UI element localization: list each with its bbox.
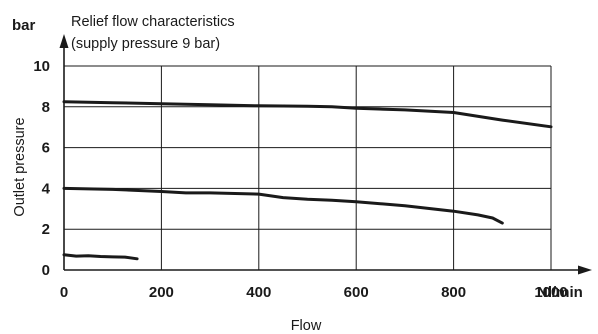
y-tick-label: 6: [42, 140, 50, 157]
y-tick-label: 2: [42, 221, 50, 238]
x-axis-arrow-icon: [578, 265, 592, 275]
y-tick-label: 8: [42, 99, 50, 116]
y-tick-label: 4: [42, 180, 51, 197]
x-tick-label: 200: [149, 284, 174, 301]
y-tick-label: 10: [33, 58, 50, 75]
x-tick-label: 1000: [534, 284, 567, 301]
series-line-2: [62, 186, 504, 225]
series-line-1: [62, 100, 553, 129]
tick-labels: 0 200 400 600 800 1000 0 2 4 6 8 10: [33, 58, 567, 301]
x-axis-title: Flow: [291, 318, 322, 334]
x-tick-label: 800: [441, 284, 466, 301]
chart-title: Relief flow characteristics: [71, 14, 235, 30]
grid: [64, 65, 552, 270]
chart-subtitle: (supply pressure 9 bar): [71, 36, 220, 52]
y-axis-arrow-icon: [59, 34, 69, 48]
x-tick-label: 600: [344, 284, 369, 301]
x-tick-label: 0: [60, 284, 68, 301]
series-line-3: [62, 253, 139, 261]
x-tick-label: 400: [246, 284, 271, 301]
y-tick-label: 0: [42, 262, 50, 279]
y-unit-label: bar: [12, 17, 36, 34]
x-unit-label: Nl/min: [537, 284, 583, 301]
series-group: [62, 100, 553, 261]
y-axis-title: Outlet pressure: [12, 117, 28, 216]
